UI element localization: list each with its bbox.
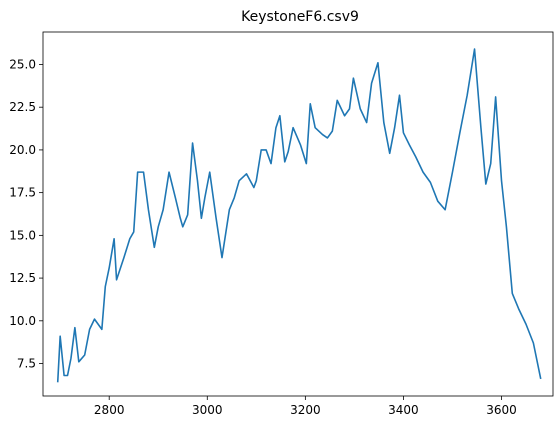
y-tick-label: 15.0 [9, 228, 36, 242]
y-tick-label: 10.0 [9, 314, 36, 328]
y-tick-label: 22.5 [9, 100, 36, 114]
x-tick-label: 2800 [94, 403, 125, 417]
x-tick-label: 3600 [486, 403, 517, 417]
y-tick-label: 25.0 [9, 57, 36, 71]
x-tick-label: 3200 [290, 403, 321, 417]
y-tick-label: 12.5 [9, 271, 36, 285]
y-tick-label: 17.5 [9, 186, 36, 200]
x-axis: 2800 3000 3200 3400 3600 [94, 396, 517, 417]
y-tick-label: 7.5 [17, 357, 36, 371]
y-tick-label: 20.0 [9, 143, 36, 157]
series-line-0 [56, 48, 542, 383]
plot-area [56, 48, 542, 383]
chart-title: KeystoneF6.csv9 [241, 9, 359, 25]
x-tick-label: 3000 [192, 403, 223, 417]
axes-frame [42, 31, 554, 397]
x-tick-label: 3400 [388, 403, 419, 417]
y-axis: 7.5 10.0 12.5 15.0 17.5 20.0 22.5 25.0 [9, 57, 43, 371]
